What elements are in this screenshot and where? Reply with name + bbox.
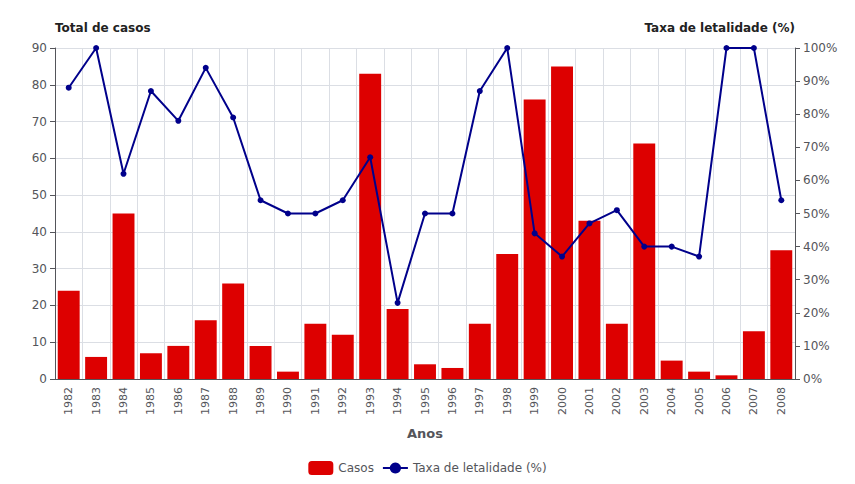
svg-text:90: 90 <box>32 41 47 55</box>
svg-text:Taxa de letalidade (%): Taxa de letalidade (%) <box>412 461 547 475</box>
svg-text:Total de casos: Total de casos <box>55 21 151 35</box>
svg-text:1993: 1993 <box>364 387 377 415</box>
svg-text:Casos: Casos <box>338 461 374 475</box>
svg-text:20%: 20% <box>803 306 830 320</box>
svg-text:1987: 1987 <box>199 387 212 415</box>
svg-text:100%: 100% <box>803 41 837 55</box>
svg-text:40: 40 <box>32 225 47 239</box>
svg-text:60: 60 <box>32 151 47 165</box>
svg-text:1989: 1989 <box>254 387 267 415</box>
svg-text:70: 70 <box>32 115 47 129</box>
svg-text:1996: 1996 <box>446 387 459 415</box>
svg-text:1994: 1994 <box>391 387 404 415</box>
svg-text:0: 0 <box>39 372 47 386</box>
svg-text:2004: 2004 <box>665 387 678 415</box>
svg-text:Anos: Anos <box>407 426 443 441</box>
svg-text:0%: 0% <box>803 372 822 386</box>
svg-text:2005: 2005 <box>693 387 706 415</box>
svg-text:2000: 2000 <box>556 387 569 415</box>
svg-text:90%: 90% <box>803 74 830 88</box>
svg-text:2003: 2003 <box>638 387 651 415</box>
svg-text:1986: 1986 <box>172 387 185 415</box>
svg-text:50: 50 <box>32 188 47 202</box>
svg-text:1998: 1998 <box>501 387 514 415</box>
svg-text:2002: 2002 <box>610 387 623 415</box>
svg-text:2006: 2006 <box>720 387 733 415</box>
svg-text:80: 80 <box>32 78 47 92</box>
svg-text:1997: 1997 <box>473 387 486 415</box>
svg-text:1995: 1995 <box>419 387 432 415</box>
svg-text:1984: 1984 <box>117 387 130 415</box>
svg-text:2001: 2001 <box>583 387 596 415</box>
svg-text:1992: 1992 <box>336 387 349 415</box>
svg-text:30%: 30% <box>803 273 830 287</box>
svg-text:Taxa de letalidade (%): Taxa de letalidade (%) <box>644 21 795 35</box>
svg-text:1982: 1982 <box>62 387 75 415</box>
svg-text:30: 30 <box>32 262 47 276</box>
svg-text:1990: 1990 <box>281 387 294 415</box>
svg-text:10: 10 <box>32 335 47 349</box>
svg-text:20: 20 <box>32 298 47 312</box>
svg-text:1991: 1991 <box>309 387 322 415</box>
svg-text:60%: 60% <box>803 173 830 187</box>
svg-text:1983: 1983 <box>90 387 103 415</box>
svg-text:2008: 2008 <box>775 387 788 415</box>
svg-text:10%: 10% <box>803 339 830 353</box>
svg-text:70%: 70% <box>803 140 830 154</box>
svg-text:1985: 1985 <box>144 387 157 415</box>
svg-text:40%: 40% <box>803 240 830 254</box>
svg-text:1988: 1988 <box>227 387 240 415</box>
svg-text:50%: 50% <box>803 207 830 221</box>
svg-text:2007: 2007 <box>747 387 760 415</box>
svg-text:1999: 1999 <box>528 387 541 415</box>
svg-text:80%: 80% <box>803 107 830 121</box>
